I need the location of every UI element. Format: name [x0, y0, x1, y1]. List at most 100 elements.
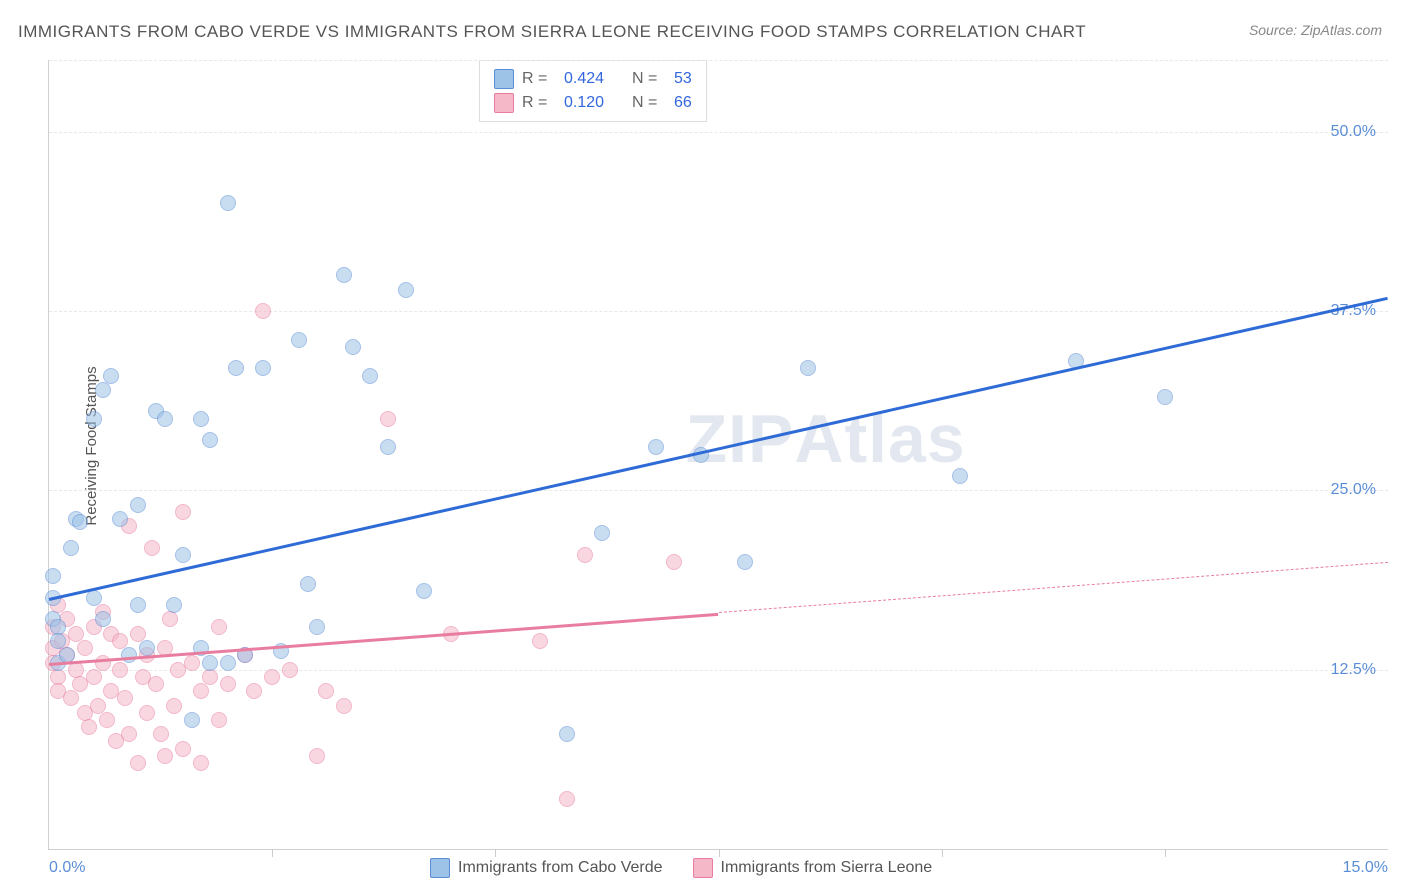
scatter-point-b [162, 611, 178, 627]
trendline-b-solid [49, 612, 719, 665]
scatter-point-a [220, 655, 236, 671]
scatter-point-a [648, 439, 664, 455]
scatter-point-b [193, 683, 209, 699]
scatter-point-b [577, 547, 593, 563]
scatter-point-b [130, 755, 146, 771]
y-tick-label: 12.5% [1331, 661, 1376, 679]
scatter-point-a [202, 432, 218, 448]
y-tick-label: 50.0% [1331, 123, 1376, 141]
scatter-point-a [362, 368, 378, 384]
x-tick-label-right: 15.0% [1343, 859, 1388, 877]
scatter-point-a [86, 590, 102, 606]
x-tick [719, 849, 720, 857]
swatch-b [494, 93, 514, 113]
x-tick [942, 849, 943, 857]
scatter-point-a [737, 554, 753, 570]
correlation-legend: R = 0.424 N = 53 R = 0.120 N = 66 [479, 60, 707, 122]
scatter-point-a [139, 640, 155, 656]
scatter-point-b [112, 633, 128, 649]
scatter-point-a [416, 583, 432, 599]
gridline-h [49, 311, 1388, 312]
scatter-point-a [336, 267, 352, 283]
legend-label-b: Immigrants from Sierra Leone [721, 859, 933, 877]
r-value-a: 0.424 [564, 70, 624, 88]
scatter-point-b [211, 712, 227, 728]
scatter-point-b [666, 554, 682, 570]
scatter-point-b [220, 676, 236, 692]
scatter-point-b [121, 726, 137, 742]
scatter-point-b [153, 726, 169, 742]
scatter-point-b [318, 683, 334, 699]
scatter-point-a [398, 282, 414, 298]
swatch-a [430, 858, 450, 878]
scatter-point-a [255, 360, 271, 376]
legend-item-a: Immigrants from Cabo Verde [430, 858, 663, 878]
scatter-point-b [380, 411, 396, 427]
scatter-point-a [300, 576, 316, 592]
scatter-point-b [255, 303, 271, 319]
scatter-point-a [103, 368, 119, 384]
scatter-point-b [144, 540, 160, 556]
scatter-point-b [184, 655, 200, 671]
scatter-point-b [193, 755, 209, 771]
scatter-point-a [50, 633, 66, 649]
scatter-point-b [117, 690, 133, 706]
scatter-point-a [952, 468, 968, 484]
scatter-point-a [193, 411, 209, 427]
x-tick [495, 849, 496, 857]
scatter-point-b [175, 741, 191, 757]
scatter-point-a [380, 439, 396, 455]
x-tick-label-left: 0.0% [49, 859, 85, 877]
scatter-point-b [68, 626, 84, 642]
x-tick [272, 849, 273, 857]
scatter-point-a [291, 332, 307, 348]
scatter-point-a [166, 597, 182, 613]
swatch-a [494, 69, 514, 89]
scatter-point-a [220, 195, 236, 211]
scatter-point-b [309, 748, 325, 764]
legend-label-a: Immigrants from Cabo Verde [458, 859, 663, 877]
scatter-point-b [264, 669, 280, 685]
legend-row-b: R = 0.120 N = 66 [494, 91, 692, 115]
scatter-point-a [130, 597, 146, 613]
scatter-point-b [130, 626, 146, 642]
trendline-a [49, 297, 1389, 601]
scatter-point-a [63, 540, 79, 556]
scatter-point-b [77, 640, 93, 656]
x-tick [1165, 849, 1166, 857]
scatter-point-a [157, 411, 173, 427]
scatter-point-a [121, 647, 137, 663]
series-legend: Immigrants from Cabo Verde Immigrants fr… [430, 858, 932, 878]
scatter-point-a [594, 525, 610, 541]
scatter-point-a [559, 726, 575, 742]
scatter-point-b [81, 719, 97, 735]
scatter-point-a [175, 547, 191, 563]
scatter-point-a [112, 511, 128, 527]
scatter-point-b [532, 633, 548, 649]
swatch-b [693, 858, 713, 878]
scatter-point-b [90, 698, 106, 714]
scatter-point-a [800, 360, 816, 376]
scatter-point-a [345, 339, 361, 355]
scatter-point-a [86, 411, 102, 427]
r-value-b: 0.120 [564, 94, 624, 112]
scatter-point-b [336, 698, 352, 714]
scatter-point-b [559, 791, 575, 807]
scatter-point-a [95, 611, 111, 627]
gridline-h [49, 670, 1388, 671]
scatter-point-a [72, 514, 88, 530]
scatter-point-b [211, 619, 227, 635]
scatter-point-b [282, 662, 298, 678]
scatter-point-b [139, 705, 155, 721]
trendline-b-dash [718, 562, 1388, 613]
scatter-point-b [166, 698, 182, 714]
scatter-point-b [175, 504, 191, 520]
gridline-h [49, 132, 1388, 133]
n-label: N = [632, 70, 666, 88]
gridline-h [49, 60, 1388, 61]
n-label: N = [632, 94, 666, 112]
legend-row-a: R = 0.424 N = 53 [494, 67, 692, 91]
gridline-h [49, 490, 1388, 491]
legend-item-b: Immigrants from Sierra Leone [693, 858, 933, 878]
n-value-a: 53 [674, 70, 692, 88]
